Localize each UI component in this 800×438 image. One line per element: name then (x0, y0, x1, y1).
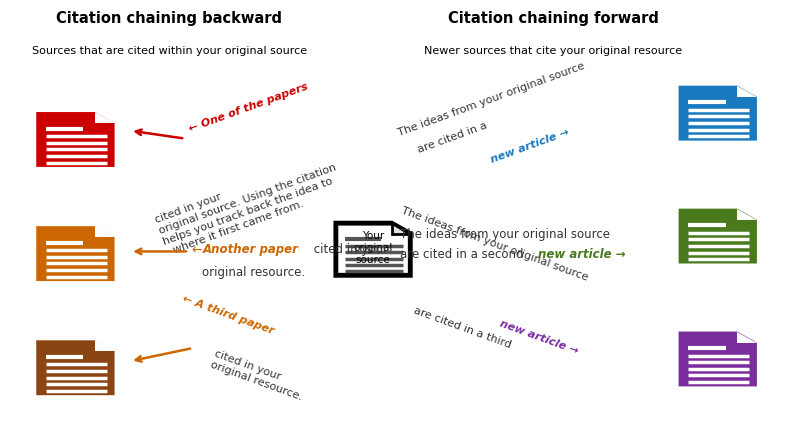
Text: Citation chaining backward: Citation chaining backward (57, 11, 282, 26)
Text: Newer sources that cite your original resource: Newer sources that cite your original re… (424, 46, 682, 56)
Polygon shape (336, 224, 410, 276)
Text: Your
original
source: Your original source (354, 231, 393, 264)
Text: cited in your: cited in your (310, 242, 389, 255)
Polygon shape (95, 113, 114, 124)
Polygon shape (738, 87, 757, 98)
Text: are cited in a second: are cited in a second (401, 247, 528, 261)
Polygon shape (36, 227, 114, 282)
Polygon shape (95, 227, 114, 237)
Text: The ideas from your original source: The ideas from your original source (401, 205, 590, 283)
Text: The ideas from your original source: The ideas from your original source (397, 61, 586, 138)
Polygon shape (678, 332, 757, 387)
Polygon shape (392, 224, 410, 234)
Text: cited in your
original resource.: cited in your original resource. (209, 348, 307, 402)
Polygon shape (738, 209, 757, 220)
Text: new article →: new article → (498, 318, 580, 355)
Text: are cited in a: are cited in a (416, 119, 492, 154)
Polygon shape (678, 209, 757, 264)
Text: new article →: new article → (489, 127, 570, 164)
Polygon shape (738, 332, 757, 343)
Text: cited in your
original source. Using the citation
helps you track back the idea : cited in your original source. Using the… (154, 151, 346, 257)
Polygon shape (36, 341, 114, 395)
Text: new article →: new article → (538, 247, 626, 261)
Text: ←: ← (192, 243, 206, 256)
Text: are cited in a third: are cited in a third (412, 304, 516, 350)
Text: The ideas from your original source: The ideas from your original source (401, 228, 610, 241)
Text: Another paper: Another paper (202, 242, 298, 255)
Text: Citation chaining forward: Citation chaining forward (448, 11, 658, 26)
Polygon shape (678, 87, 757, 141)
Text: original resource.: original resource. (202, 265, 306, 278)
Text: ← One of the papers: ← One of the papers (187, 81, 310, 134)
Text: ← A third paper: ← A third paper (181, 293, 275, 335)
Polygon shape (36, 113, 114, 167)
Text: Sources that are cited within your original source: Sources that are cited within your origi… (32, 46, 307, 56)
Polygon shape (95, 341, 114, 351)
